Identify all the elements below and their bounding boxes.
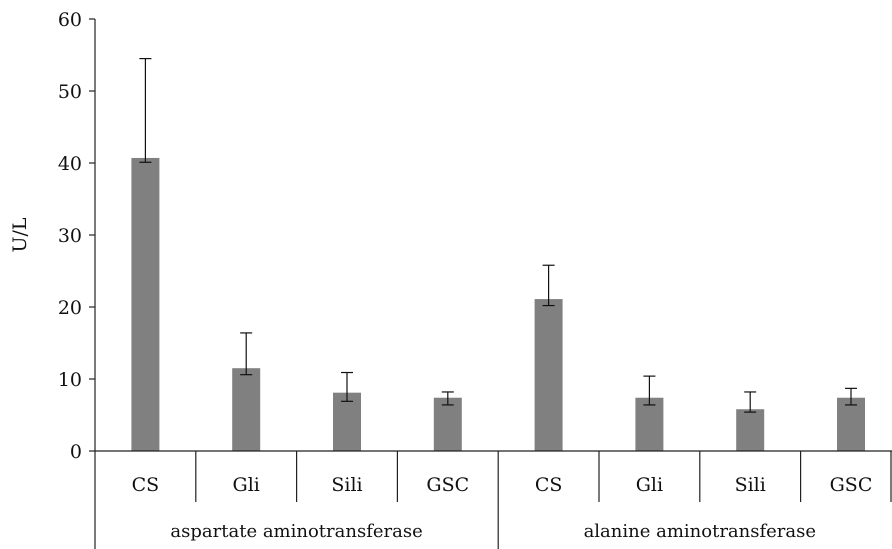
bar (333, 392, 361, 451)
x-group-label: alanine aminotransferase (584, 521, 816, 542)
bars (131, 157, 865, 451)
x-category-label: Sili (735, 474, 766, 496)
error-bar (441, 391, 454, 406)
bar (433, 397, 462, 451)
y-tick-label: 60 (58, 9, 82, 31)
x-category-label: CS (535, 474, 563, 496)
y-tick-label: 10 (58, 369, 82, 391)
x-category-label: Gli (636, 474, 663, 496)
error-bar (744, 391, 757, 413)
y-tick-label: 30 (58, 225, 82, 247)
x-group-label: aspartate aminotransferase (170, 521, 422, 542)
error-bars (139, 57, 857, 413)
bar (736, 409, 765, 451)
x-axis: CS Gli Sili GSC CS Gli Sili GSC aspartate amino… (95, 450, 892, 549)
x-category-label: Sili (331, 474, 362, 496)
bar (131, 157, 160, 451)
y-tick-label: 0 (70, 441, 82, 463)
error-bar (139, 57, 152, 163)
error-bar (643, 375, 656, 406)
x-category-label: GSC (830, 474, 873, 496)
bar (232, 368, 261, 451)
bar (837, 397, 865, 451)
error-bar (542, 264, 555, 307)
bar (534, 299, 563, 451)
x-category-label: CS (132, 474, 160, 496)
x-category-label: Gli (233, 474, 260, 496)
y-tick-label: 40 (58, 153, 82, 175)
bar (635, 397, 664, 451)
y-axis-label: U/L (9, 217, 31, 252)
error-bar (240, 332, 253, 376)
y-tick-label: 20 (58, 297, 82, 319)
y-axis: 0 10 20 30 40 50 60 (58, 9, 96, 549)
error-bar (341, 371, 353, 402)
error-bar (845, 387, 857, 406)
y-tick-label: 50 (58, 81, 82, 103)
x-category-label: GSC (426, 474, 469, 496)
